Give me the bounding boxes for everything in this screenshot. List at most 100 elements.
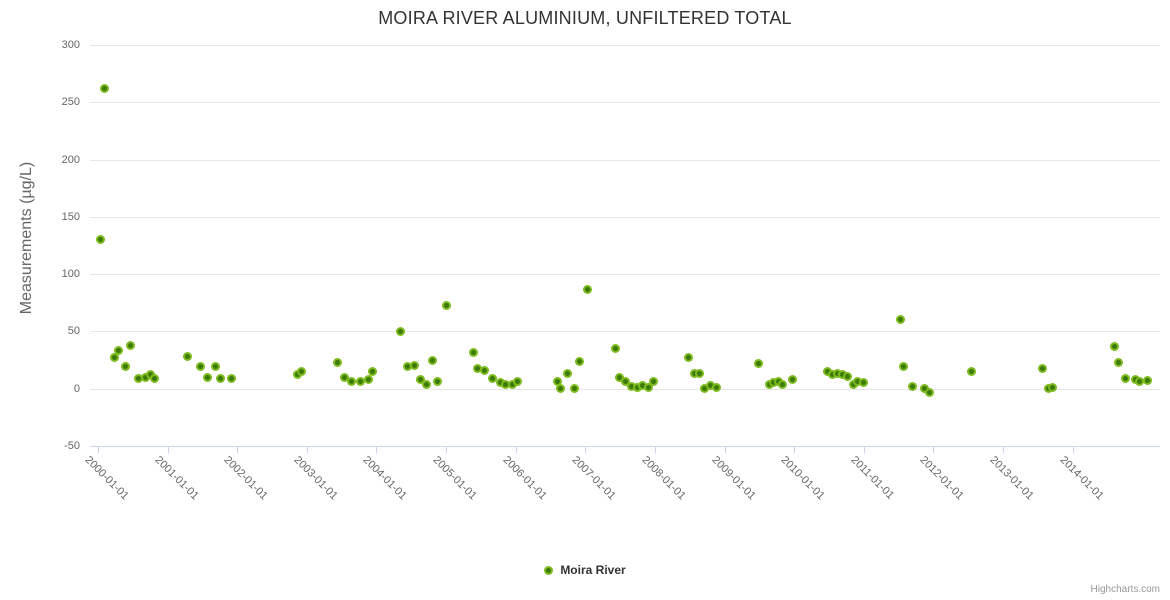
data-point[interactable] [582, 284, 592, 294]
data-point[interactable] [140, 372, 150, 382]
data-point[interactable] [1120, 373, 1130, 383]
data-point[interactable] [753, 359, 763, 368]
data-point[interactable] [227, 373, 237, 383]
data-point[interactable] [614, 372, 624, 382]
legend-label: Moira River [560, 563, 626, 577]
data-point[interactable] [828, 370, 838, 380]
data-point[interactable] [833, 369, 843, 379]
data-point[interactable] [364, 375, 374, 385]
data-point[interactable] [473, 363, 483, 373]
data-point[interactable] [699, 384, 709, 394]
x-axis-label: 2014-01-01 [1057, 454, 1106, 503]
data-point[interactable] [611, 344, 621, 354]
credits-link[interactable]: Highcharts.com [1090, 584, 1160, 595]
data-point[interactable] [1142, 376, 1152, 386]
data-point[interactable] [632, 383, 642, 393]
data-point[interactable] [507, 379, 517, 389]
data-point[interactable] [838, 370, 848, 380]
data-point[interactable] [355, 377, 365, 387]
data-point[interactable] [556, 384, 566, 394]
data-point[interactable] [694, 369, 704, 379]
data-point[interactable] [95, 235, 105, 245]
data-point[interactable] [210, 362, 220, 372]
data-point[interactable] [575, 356, 585, 366]
data-point[interactable] [778, 379, 788, 389]
data-point[interactable] [480, 365, 490, 375]
data-point[interactable] [339, 372, 349, 382]
data-point[interactable] [627, 381, 637, 391]
data-point[interactable] [109, 353, 119, 363]
data-point[interactable] [126, 340, 136, 350]
data-point[interactable] [683, 353, 693, 363]
data-point[interactable] [924, 387, 934, 397]
data-point[interactable] [712, 383, 722, 393]
data-point[interactable] [442, 300, 452, 310]
data-point[interactable] [396, 326, 406, 336]
data-point[interactable] [644, 383, 653, 393]
data-point[interactable] [403, 362, 413, 372]
data-point[interactable] [1109, 341, 1119, 351]
data-point[interactable] [563, 369, 573, 379]
data-point[interactable] [150, 373, 160, 383]
data-point[interactable] [202, 372, 212, 382]
data-point[interactable] [469, 347, 479, 357]
data-point[interactable] [822, 367, 832, 377]
data-point[interactable] [966, 367, 976, 377]
data-point[interactable] [427, 355, 437, 365]
grid-line [90, 159, 1160, 161]
x-axis-tick [1072, 446, 1074, 453]
data-point[interactable] [637, 380, 647, 390]
data-point[interactable] [1113, 357, 1123, 367]
data-point[interactable] [1130, 375, 1140, 385]
data-point[interactable] [114, 346, 124, 356]
data-point[interactable] [570, 384, 580, 394]
x-axis-tick [306, 446, 308, 453]
data-point[interactable] [183, 352, 193, 362]
series-marker-icon [544, 565, 554, 575]
data-point[interactable] [907, 381, 917, 391]
data-point[interactable] [410, 361, 419, 371]
x-axis-label: 2001-01-01 [152, 454, 201, 503]
data-point[interactable] [512, 377, 522, 387]
y-axis-label: 100 [61, 268, 80, 281]
data-point[interactable] [134, 373, 144, 383]
data-point[interactable] [552, 377, 562, 387]
data-point[interactable] [120, 362, 130, 372]
data-point[interactable] [648, 377, 658, 387]
y-axis-label: 0 [73, 382, 80, 395]
data-point[interactable] [920, 384, 930, 394]
data-point[interactable] [620, 377, 630, 387]
x-axis-tick [794, 446, 796, 453]
data-point[interactable] [689, 369, 699, 379]
data-point[interactable] [488, 373, 498, 383]
data-point[interactable] [1135, 377, 1145, 387]
data-point[interactable] [1048, 383, 1058, 393]
data-point[interactable] [297, 367, 307, 377]
data-point[interactable] [346, 377, 356, 387]
data-point[interactable] [1043, 384, 1053, 394]
data-point[interactable] [788, 375, 798, 385]
data-point[interactable] [843, 371, 853, 381]
data-point[interactable] [853, 377, 863, 387]
data-point[interactable] [705, 380, 715, 390]
data-point[interactable] [100, 84, 110, 94]
data-point[interactable] [1038, 363, 1048, 373]
x-axis-label: 2012-01-01 [917, 454, 966, 503]
data-point[interactable] [773, 377, 783, 387]
data-point[interactable] [422, 379, 432, 389]
data-point[interactable] [899, 362, 909, 372]
data-point[interactable] [415, 375, 425, 385]
legend-item-moira-river[interactable]: Moira River [0, 563, 1170, 577]
data-point[interactable] [858, 378, 868, 388]
x-axis-label: 2013-01-01 [987, 454, 1036, 503]
data-point[interactable] [216, 373, 226, 383]
data-point[interactable] [433, 377, 443, 387]
data-point[interactable] [495, 378, 505, 388]
data-point[interactable] [195, 362, 205, 372]
data-point[interactable] [501, 379, 511, 389]
data-point[interactable] [332, 357, 342, 367]
x-axis-label: 2002-01-01 [221, 454, 271, 503]
data-point[interactable] [848, 379, 858, 389]
data-point[interactable] [367, 367, 377, 377]
data-point[interactable] [895, 315, 905, 325]
